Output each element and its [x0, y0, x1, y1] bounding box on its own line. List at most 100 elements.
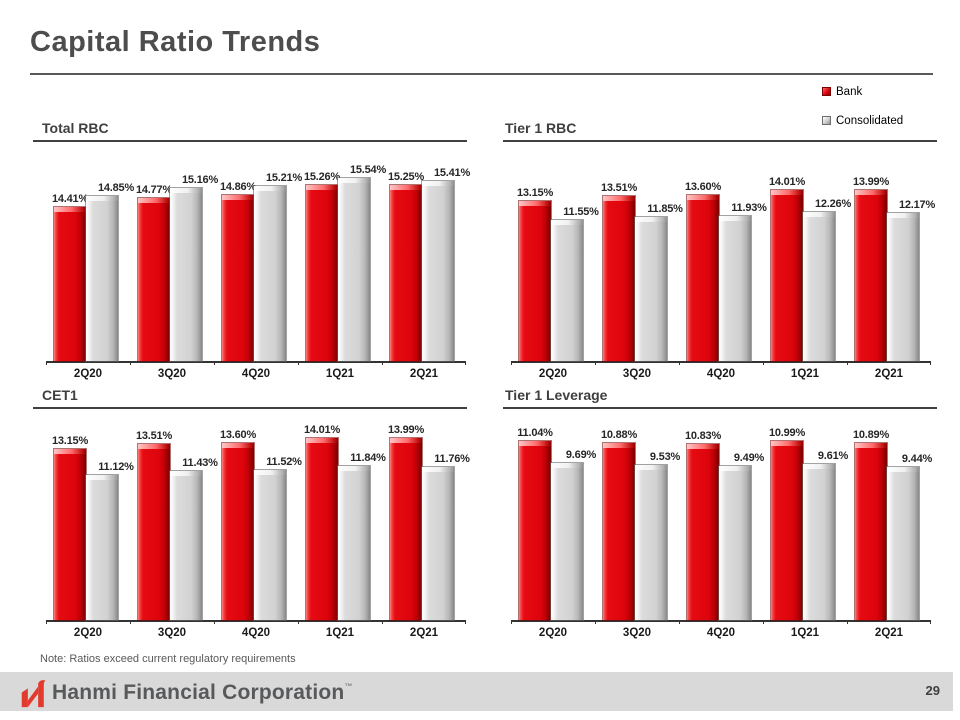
bar-top-bevel — [138, 198, 170, 203]
bar-top-bevel — [551, 463, 583, 468]
bar-consolidated — [254, 186, 286, 361]
category-label: 2Q21 — [874, 368, 904, 380]
value-label: 12.17% — [898, 199, 936, 211]
value-label: 9.69% — [565, 449, 597, 461]
bar-consolidated — [422, 181, 454, 361]
chart-legend: Bank Consolidated — [822, 84, 903, 142]
value-label: 14.85% — [97, 182, 135, 194]
value-label: 10.83% — [684, 430, 722, 442]
category-label: 4Q20 — [241, 368, 271, 380]
value-label: 15.25% — [387, 171, 425, 183]
axis-tick — [679, 361, 680, 365]
bar-bank — [138, 444, 170, 620]
bar-consolidated — [551, 220, 583, 361]
bar-top-bevel — [170, 471, 202, 476]
plot-tier1-leverage: 2Q20 11.04% 9.69% 3Q20 10.88% 9.53% 4Q20 10.83%… — [511, 425, 932, 639]
bar-bank — [771, 441, 803, 620]
bar-top-bevel — [603, 196, 635, 201]
bar-top-bevel — [603, 443, 635, 448]
bar-consolidated — [719, 216, 751, 361]
category-label: 2Q21 — [409, 627, 439, 639]
trademark-mark: ™ — [344, 682, 353, 691]
title-underline — [30, 73, 933, 75]
bar-top-bevel — [551, 220, 583, 225]
value-label: 14.01% — [303, 424, 341, 436]
bar-bank — [519, 441, 551, 620]
footer-bar — [0, 672, 953, 711]
bar-bank — [855, 190, 887, 361]
value-label: 11.84% — [350, 452, 386, 464]
value-label: 15.54% — [349, 164, 387, 176]
axis-tick — [382, 620, 383, 624]
value-label: 13.60% — [219, 429, 257, 441]
value-label: 11.93% — [731, 202, 767, 214]
value-label: 13.15% — [516, 187, 554, 199]
bar-bank — [390, 438, 422, 620]
bar-top-bevel — [719, 466, 751, 471]
bar-top-bevel — [338, 178, 370, 183]
bar-top-bevel — [222, 443, 254, 448]
bar-top-bevel — [771, 190, 803, 195]
axis-tick — [511, 361, 512, 365]
category-label: 3Q20 — [157, 627, 187, 639]
bar-top-bevel — [306, 438, 338, 443]
bar-top-bevel — [771, 441, 803, 446]
category-label: 1Q21 — [325, 368, 355, 380]
bar-consolidated — [338, 466, 370, 620]
legend-label-bank: Bank — [836, 85, 863, 98]
bar-top-bevel — [86, 475, 118, 480]
value-label: 13.51% — [600, 182, 638, 194]
value-label: 14.01% — [768, 176, 806, 188]
axis-tick — [763, 361, 764, 365]
value-label: 15.26% — [303, 171, 341, 183]
category-label: 2Q21 — [874, 627, 904, 639]
value-label: 14.41% — [51, 193, 89, 205]
bar-top-bevel — [887, 467, 919, 472]
category-label: 1Q21 — [325, 627, 355, 639]
value-label: 11.85% — [647, 203, 683, 215]
axis-tick — [847, 620, 848, 624]
category-label: 2Q20 — [73, 627, 103, 639]
bar-bank — [855, 443, 887, 620]
axis-tick — [46, 620, 47, 624]
bar-consolidated — [635, 217, 667, 361]
value-label: 13.99% — [387, 424, 425, 436]
chart-title-total-rbc: Total RBC — [42, 120, 109, 136]
category-label: 4Q20 — [706, 627, 736, 639]
bar-top-bevel — [719, 216, 751, 221]
legend-label-consolidated: Consolidated — [836, 114, 904, 127]
bar-consolidated — [338, 178, 370, 361]
axis-tick — [847, 361, 848, 365]
bar-top-bevel — [855, 443, 887, 448]
value-label: 9.49% — [733, 452, 765, 464]
value-label: 11.52% — [266, 456, 302, 468]
bar-consolidated — [254, 470, 286, 620]
footer-brand-text: Hanmi Financial Corporation — [52, 681, 345, 704]
value-label: 9.61% — [817, 450, 849, 462]
axis-tick — [130, 361, 131, 365]
axis-tick — [382, 361, 383, 365]
category-label: 2Q20 — [538, 368, 568, 380]
section-rule — [503, 140, 937, 142]
value-label: 13.15% — [51, 435, 89, 447]
bar-top-bevel — [222, 195, 254, 200]
value-label: 11.04% — [517, 427, 553, 439]
plot-tier1-rbc: 2Q20 13.15% 11.55% 3Q20 13.51% 11.85% 4Q20 13.6… — [511, 166, 935, 380]
bar-top-bevel — [422, 467, 454, 472]
bar-top-bevel — [519, 441, 551, 446]
bar-consolidated — [422, 467, 454, 620]
bar-top-bevel — [687, 195, 719, 200]
axis-tick — [763, 620, 764, 624]
value-label: 15.16% — [181, 174, 219, 186]
bar-top-bevel — [635, 465, 667, 470]
value-label: 15.21% — [265, 172, 303, 184]
footnote: Note: Ratios exceed current regulatory r… — [40, 653, 296, 665]
chart-title-tier1-leverage: Tier 1 Leverage — [505, 387, 608, 403]
bar-consolidated — [803, 464, 835, 620]
footer-brand: Hanmi Financial Corporation™ — [52, 681, 353, 705]
value-label: 10.88% — [600, 429, 638, 441]
bar-top-bevel — [803, 212, 835, 217]
bar-top-bevel — [390, 438, 422, 443]
category-label: 2Q20 — [73, 368, 103, 380]
legend-item-consolidated: Consolidated — [822, 113, 903, 128]
